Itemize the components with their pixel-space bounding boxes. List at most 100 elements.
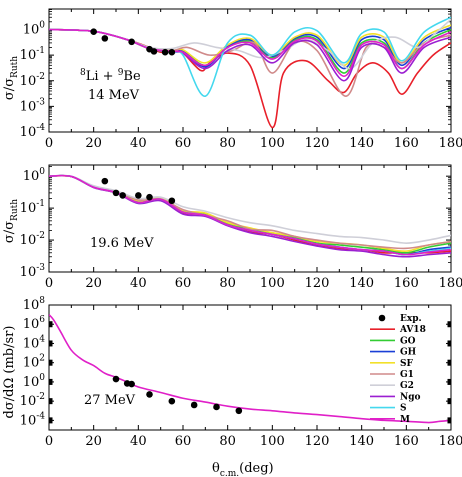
legend-label: GO [400, 336, 416, 346]
edge-marker [447, 398, 452, 405]
y-tick-label: 10-1 [20, 46, 45, 63]
y-tick-label: 104 [23, 334, 46, 351]
x-tick-label: 0 [45, 136, 53, 151]
exp-point [161, 48, 169, 56]
exp-point [101, 177, 109, 185]
exp-point [213, 403, 220, 411]
y-tick-label: 106 [23, 315, 46, 332]
ylabel-bottom: dσ/dΩ (mb/sr) [2, 326, 17, 419]
y-tick-label: 10-3 [20, 263, 46, 280]
x-tick-label: 60 [175, 136, 192, 151]
x-tick-label: 20 [85, 276, 102, 291]
x-tick-label: 120 [305, 136, 330, 151]
x-tick-label: 180 [439, 434, 462, 449]
y-tick-label: 10-4 [20, 411, 46, 428]
exp-point [168, 197, 176, 205]
y-tick-label: 10-4 [20, 123, 46, 140]
x-tick-label: 40 [130, 276, 147, 291]
annotation-energy-top: 14 MeV [88, 88, 140, 103]
y-tick-label: 10-3 [20, 97, 46, 114]
x-tick-label: 160 [394, 434, 419, 449]
exp-point [119, 192, 126, 199]
x-tick-label: 60 [175, 434, 192, 449]
x-tick-label: 40 [130, 136, 147, 151]
exp-point [90, 28, 97, 36]
x-tick-label: 180 [439, 276, 462, 291]
x-tick-label: 60 [175, 276, 192, 291]
x-tick-label: 140 [349, 434, 374, 449]
x-tick-label: 0 [45, 276, 53, 291]
y-tick-label: 10-2 [20, 392, 45, 409]
edge-marker [447, 359, 452, 366]
x-tick-label: 160 [394, 276, 419, 291]
x-tick-label: 100 [260, 136, 285, 151]
xlabel: θc.m.(deg) [212, 461, 274, 477]
exp-point [128, 380, 135, 388]
ylabel-top: σ/σRuth [2, 56, 20, 100]
exp-point [150, 48, 158, 55]
x-tick-label: 20 [85, 136, 102, 151]
exp-point [190, 401, 198, 409]
exp-point [128, 38, 135, 46]
x-tick-label: 180 [439, 136, 462, 151]
edge-marker [48, 417, 53, 424]
exp-point [135, 192, 142, 199]
legend-label: Exp. [400, 314, 422, 324]
y-tick-label: 108 [23, 296, 46, 313]
x-tick-label: 100 [260, 276, 285, 291]
x-tick-label: 80 [219, 136, 236, 151]
edge-marker [447, 378, 452, 385]
y-tick-label: 100 [23, 21, 46, 38]
x-tick-label: 80 [219, 434, 236, 449]
panel-top: 0 20 40 60 80 100 120 140 160 180 10-4 10-3 10-2 10-1… [20, 8, 462, 151]
svg-text:σ/σRuth: σ/σRuth [2, 56, 20, 100]
legend-label: M [400, 415, 410, 425]
series-line-m [49, 314, 451, 424]
x-tick-label: 20 [85, 434, 102, 449]
x-tick-label: 140 [349, 136, 374, 151]
legend-label: SF [400, 359, 413, 369]
y-tick-label: 100 [23, 373, 46, 390]
y-tick-label: 102 [23, 354, 45, 371]
legend-label: GH [400, 348, 417, 358]
edge-marker [48, 398, 53, 405]
annotation-energy-bottom: 27 MeV [84, 393, 136, 408]
x-tick-label: 80 [219, 276, 236, 291]
annotation-reaction: 8Li + 9Be [80, 68, 141, 84]
x-tick-label: 120 [305, 276, 330, 291]
exp-point [101, 35, 109, 42]
exp-point [112, 189, 120, 197]
edge-marker [48, 378, 53, 385]
x-tick-label: 140 [349, 276, 374, 291]
plot-frame [48, 304, 452, 431]
series-group [49, 314, 451, 424]
x-tick-label: 120 [305, 434, 330, 449]
svg-text:dσ/dΩ (mb/sr): dσ/dΩ (mb/sr) [2, 326, 17, 419]
y-tick-label: 10-2 [20, 72, 45, 89]
ylabel-middle: σ/σRuth [2, 199, 20, 243]
exp-point [168, 48, 176, 56]
legend-label: AV18 [399, 325, 426, 335]
x-tick-label: 40 [130, 434, 147, 449]
edge-marker [48, 340, 53, 347]
edge-marker [447, 321, 452, 328]
y-tick-label: 100 [23, 167, 46, 184]
legend-label: S [400, 404, 407, 414]
exp-point [146, 193, 153, 201]
edge-marker [447, 340, 452, 347]
svg-text:σ/σRuth: σ/σRuth [2, 199, 20, 243]
x-tick-label: 160 [394, 136, 419, 151]
y-tick-label: 10-1 [20, 199, 45, 216]
exp-point [146, 391, 153, 398]
edge-marker [48, 321, 53, 328]
exp-point [235, 407, 243, 415]
edge-marker [48, 359, 53, 366]
legend-label: G1 [400, 370, 414, 380]
legend-label: Ngo [400, 392, 421, 402]
x-tick-label: 100 [260, 434, 285, 449]
legend-marker-exp [378, 314, 386, 322]
panel-bottom: 0 20 40 60 80 100 120 140 160 180 10-4 10-2 100 102 10… [20, 296, 462, 449]
x-tick-label: 0 [45, 434, 53, 449]
